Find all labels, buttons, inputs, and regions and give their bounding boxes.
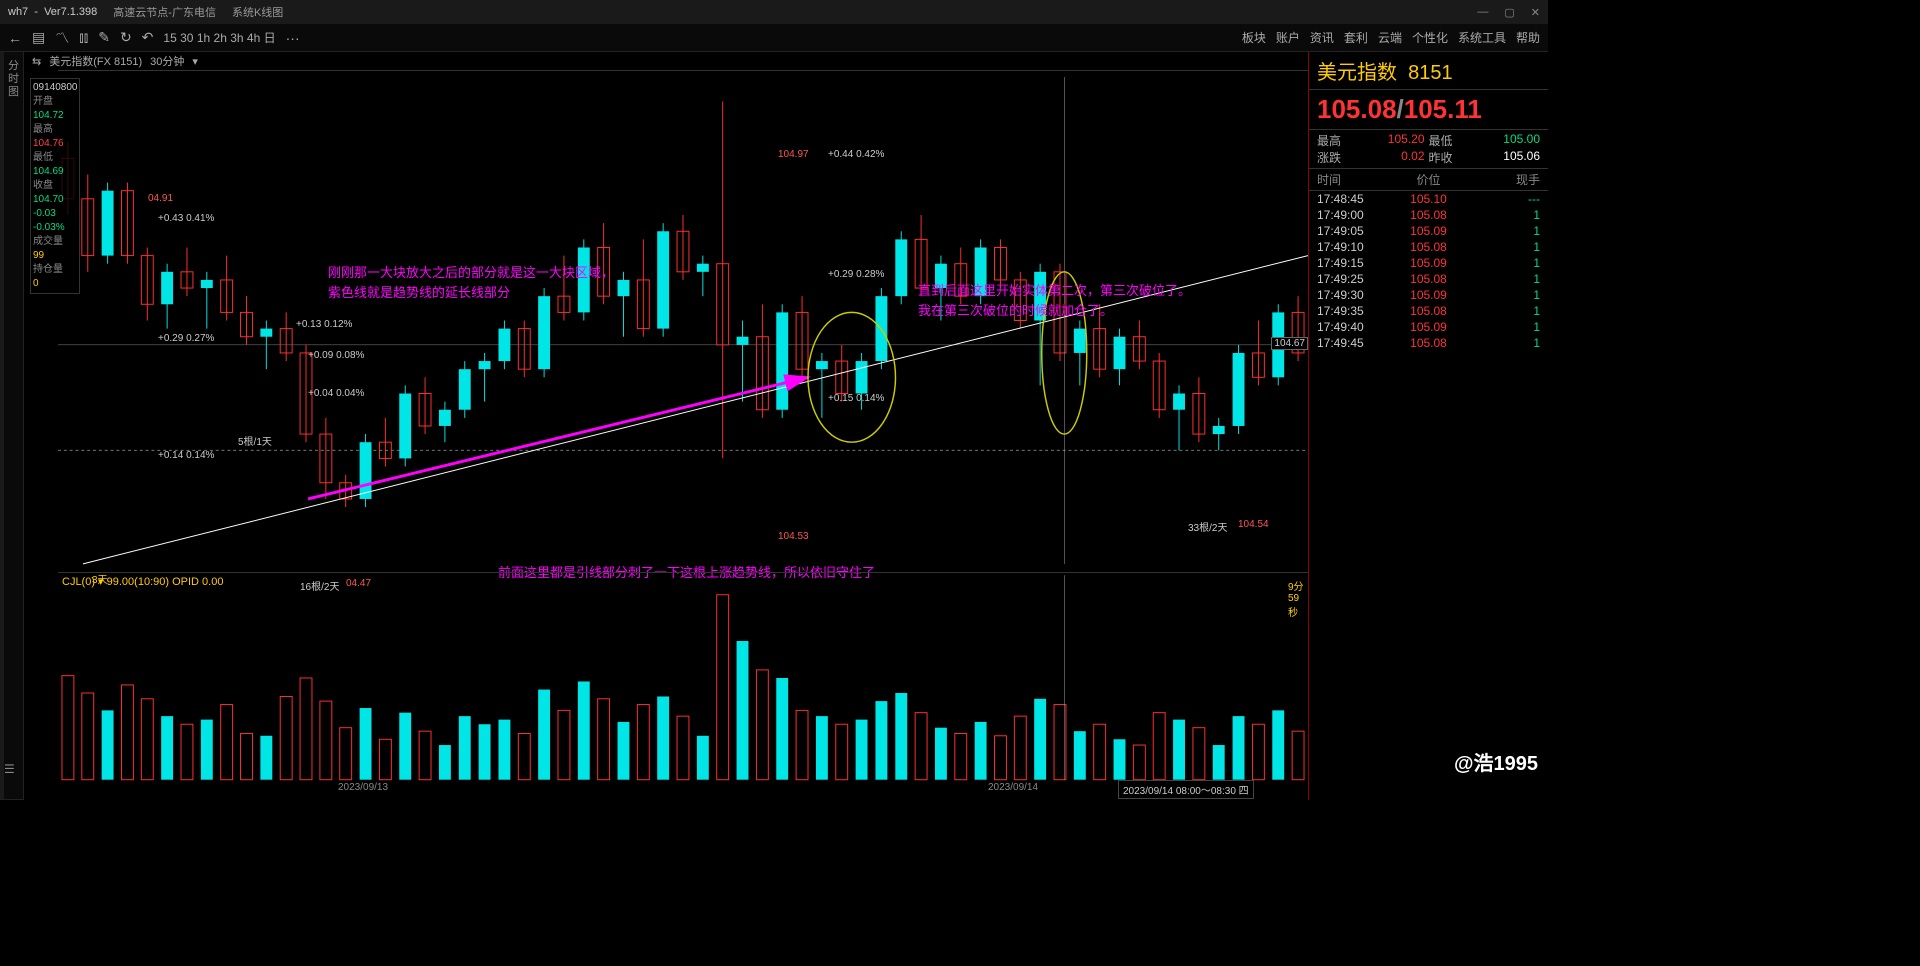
timeframe-3h[interactable]: 3h <box>230 31 243 45</box>
undo-icon[interactable]: ↶ <box>142 29 154 46</box>
time-axis: 2023/09/13 2023/09/14 2023/09/14 08:00～0… <box>58 782 1308 800</box>
tick-header: 时间价位现手 <box>1309 169 1548 191</box>
symbol-name: 美元指数(FX 8151) <box>49 53 142 69</box>
timestamp-box: 2023/09/14 08:00～08:30 四 <box>1118 780 1254 799</box>
minimize-icon[interactable]: — <box>1477 6 1488 19</box>
menu-item[interactable]: 账户 <box>1276 29 1300 46</box>
timeframe-30[interactable]: 30 <box>180 31 193 45</box>
more-icon[interactable]: ··· <box>286 30 300 46</box>
tick-row: 17:49:45105.081 <box>1309 335 1548 351</box>
watermark: @浩1995 <box>1454 747 1538 776</box>
tab-intraday[interactable]: 分时图 <box>4 52 23 800</box>
quote-info: 最高105.20 最低105.00 涨跌0.02 昨收105.06 <box>1309 130 1548 169</box>
left-tabs: 分时图 K线图 资讯链 F10资料 <box>0 52 24 800</box>
tick-row: 17:48:45105.10--- <box>1309 191 1548 207</box>
tick-row: 17:49:30105.091 <box>1309 287 1548 303</box>
menu-item[interactable]: 帮助 <box>1516 29 1540 46</box>
candle-icon[interactable]: ⫾⫾ <box>79 29 88 46</box>
time-tick-2: 2023/09/14 <box>988 782 1038 793</box>
symbol-bar: ⇆ 美元指数(FX 8151) 30分钟 ▾ <box>24 52 1308 70</box>
tick-row: 17:49:25105.081 <box>1309 271 1548 287</box>
maximize-icon[interactable]: ▢ <box>1504 6 1514 19</box>
time-tick-1: 2023/09/13 <box>338 782 388 793</box>
menu-item[interactable]: 资讯 <box>1310 29 1334 46</box>
tick-row: 17:49:10105.081 <box>1309 239 1548 255</box>
menu-item[interactable]: 个性化 <box>1412 29 1448 46</box>
menu-item[interactable]: 套利 <box>1344 29 1368 46</box>
current-price-box: 104.67 <box>1271 337 1308 350</box>
volume-label: CJL(0) ▾ 99.00(10:90) OPID 0.00 <box>62 575 223 588</box>
list-icon[interactable]: ▤ <box>32 29 45 46</box>
tick-row: 17:49:15105.091 <box>1309 255 1548 271</box>
tick-row: 17:49:05105.091 <box>1309 223 1548 239</box>
node-info: 高速云节点-广东电信 <box>113 4 216 20</box>
chart-area[interactable]: ⇆ 美元指数(FX 8151) 30分钟 ▾ 刚刚那一大块放大之后的部分就是这一… <box>24 52 1308 800</box>
timeframe-4h[interactable]: 4h <box>247 31 260 45</box>
app-name: wh7 - Ver7.1.398 <box>8 6 97 18</box>
timeframe-15[interactable]: 15 <box>163 31 176 45</box>
timeframe-日[interactable]: 日 <box>264 31 276 45</box>
tick-list: 17:48:45105.10---17:49:00105.08117:49:05… <box>1309 191 1548 351</box>
menu-item[interactable]: 云端 <box>1378 29 1402 46</box>
mode-label: 系统K线图 <box>232 4 283 20</box>
close-icon[interactable]: ✕ <box>1531 6 1540 19</box>
interval-label[interactable]: 30分钟 <box>150 53 184 69</box>
chart-icon[interactable]: 〽 <box>55 28 69 48</box>
titlebar: wh7 - Ver7.1.398 高速云节点-广东电信 系统K线图 — ▢ ✕ <box>0 0 1548 24</box>
tick-row: 17:49:35105.081 <box>1309 303 1548 319</box>
timeframe-2h[interactable]: 2h <box>214 31 227 45</box>
tool-icon[interactable]: ✎ <box>98 29 110 46</box>
right-panel: 美元指数 8151 105.08/105.11 最高105.20 最低105.0… <box>1308 52 1548 800</box>
tick-row: 17:49:40105.091 <box>1309 319 1548 335</box>
menu-item[interactable]: 板块 <box>1242 29 1266 46</box>
candle-pane[interactable]: 刚刚那一大块放大之后的部分就是这一大块区域， 紫色线就是趋势线的延长线部分 直到… <box>58 70 1308 570</box>
menu-item[interactable]: 系统工具 <box>1458 29 1506 46</box>
ohlc-panel: 09140800 开盘 104.72 最高 104.76 最低 104.69 收… <box>30 78 80 294</box>
quote-price: 105.08/105.11 <box>1309 90 1548 130</box>
back-icon[interactable]: ← <box>8 30 22 46</box>
menu-toggle-icon[interactable]: ☰ <box>4 762 15 776</box>
quote-title: 美元指数 8151 <box>1309 52 1548 90</box>
tick-row: 17:49:00105.081 <box>1309 207 1548 223</box>
refresh-icon[interactable]: ↻ <box>120 29 132 46</box>
volume-pane[interactable]: CJL(0) ▾ 99.00(10:90) OPID 0.00 <box>58 572 1308 782</box>
toolbar: ← ▤ 〽 ⫾⫾ ✎ ↻ ↶ 15 30 1h 2h 3h 4h 日 ··· 板… <box>0 24 1548 52</box>
timeframe-1h[interactable]: 1h <box>197 31 210 45</box>
tab-kline[interactable]: K线图 <box>0 52 4 800</box>
